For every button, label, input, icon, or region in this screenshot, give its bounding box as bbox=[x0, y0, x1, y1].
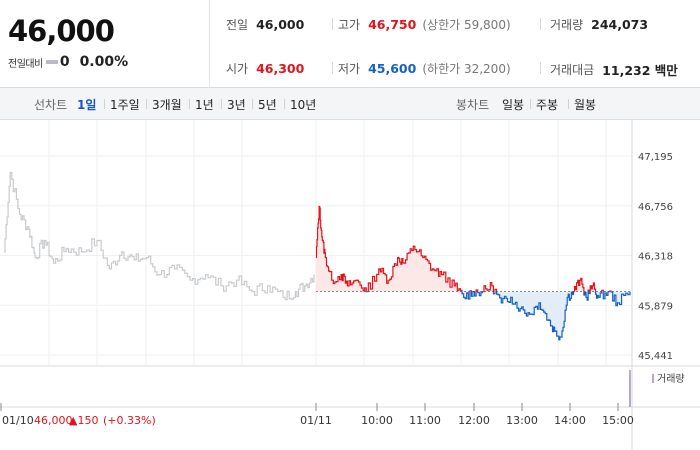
prev-day-line bbox=[4, 171, 315, 301]
tab-period-3[interactable]: 1년 bbox=[195, 98, 214, 112]
today-line-up bbox=[315, 205, 612, 292]
divider bbox=[540, 62, 541, 74]
change-label: 전일대비 bbox=[8, 58, 43, 70]
stat-label: 저가 bbox=[338, 62, 361, 76]
quote-summary-panel: 46,000 전일대비 0 0.00% 전일 46,000 고가 46,750 … bbox=[0, 0, 700, 88]
stat-low: 저가 45,600 (하한가 32,200) bbox=[338, 60, 511, 77]
today-line-down bbox=[365, 291, 631, 341]
stat-value: 45,600 bbox=[368, 61, 417, 76]
flat-change-icon bbox=[45, 60, 58, 64]
y-tick-label: 46,318 bbox=[638, 252, 673, 263]
price-chart[interactable]: 47,195 46,756 46,318 45,879 45,441 거래량 01/11 10… bbox=[0, 120, 700, 450]
price-stats: 전일 46,000 고가 46,750 (상한가 59,800) 거래량 244… bbox=[210, 0, 700, 88]
stat-label: 전일 bbox=[226, 18, 249, 32]
stat-prev-close: 전일 46,000 bbox=[226, 16, 304, 33]
tab-candle-2[interactable]: 월봉 bbox=[574, 98, 597, 112]
candle-chart-label: 봉차트 bbox=[456, 98, 490, 112]
prev-day-change-pct: (+0.33%) bbox=[103, 414, 156, 427]
y-tick-label: 45,879 bbox=[638, 301, 673, 312]
stat-high: 고가 46,750 (상한가 59,800) bbox=[338, 16, 511, 33]
chart-period-tabs: 선차트 봉차트 1일 1주일 3개월 1년 3년 5년 10년 일봉 주봉 월봉 bbox=[0, 88, 700, 120]
tab-divider bbox=[284, 99, 285, 109]
tab-divider bbox=[530, 99, 531, 109]
price-chart-svg: 47,195 46,756 46,318 45,879 45,441 거래량 01/11 10… bbox=[0, 120, 700, 450]
x-tick-label: 01/11 bbox=[300, 414, 332, 427]
tab-period-6[interactable]: 10년 bbox=[290, 98, 317, 112]
change-row: 전일대비 0 0.00% bbox=[8, 54, 128, 70]
current-price-box: 46,000 전일대비 0 0.00% bbox=[0, 0, 210, 88]
x-tick-label: 12:00 bbox=[458, 414, 490, 427]
stat-value: 46,300 bbox=[256, 61, 305, 76]
today-down-area bbox=[316, 291, 630, 340]
upper-limit: (상한가 59,800) bbox=[422, 18, 511, 32]
tab-period-1[interactable]: 1주일 bbox=[110, 98, 140, 112]
divider bbox=[332, 18, 333, 30]
volume-bar bbox=[629, 370, 631, 407]
stat-label: 고가 bbox=[338, 18, 361, 32]
change-value: 0 bbox=[59, 54, 70, 70]
line-chart-label: 선차트 bbox=[34, 98, 68, 112]
lower-limit: (하한가 32,200) bbox=[422, 62, 511, 76]
tab-divider bbox=[104, 99, 105, 109]
tab-divider bbox=[568, 99, 569, 109]
stat-label: 시가 bbox=[226, 62, 249, 76]
tab-divider bbox=[252, 99, 253, 109]
x-tick-label: 11:00 bbox=[409, 414, 441, 427]
y-tick-label: 47,195 bbox=[638, 152, 673, 163]
tab-period-4[interactable]: 3년 bbox=[227, 98, 246, 112]
tab-period-0[interactable]: 1일 bbox=[77, 98, 97, 112]
tab-divider bbox=[221, 99, 222, 109]
tab-period-2[interactable]: 3개월 bbox=[152, 98, 182, 112]
tab-candle-0[interactable]: 일봉 bbox=[502, 98, 525, 112]
prev-day-change: ▲150 bbox=[69, 414, 98, 427]
x-tick-label: 15:00 bbox=[602, 414, 634, 427]
y-tick-label: 45,441 bbox=[638, 351, 673, 362]
today-up-area bbox=[316, 206, 612, 292]
tab-divider bbox=[189, 99, 190, 109]
prev-day-date: 01/10 bbox=[2, 414, 34, 427]
stat-value: 244,073 bbox=[591, 17, 649, 32]
x-tick-label: 10:00 bbox=[361, 414, 393, 427]
stat-label: 거래대금 bbox=[550, 63, 595, 77]
volume-label: 거래량 bbox=[657, 373, 685, 385]
stat-volume: 거래량 244,073 bbox=[550, 16, 648, 33]
tab-candle-1[interactable]: 주봉 bbox=[536, 98, 559, 112]
tab-divider bbox=[146, 99, 147, 109]
y-tick-label: 46,756 bbox=[638, 202, 673, 213]
stat-open: 시가 46,300 bbox=[226, 60, 304, 77]
tab-period-5[interactable]: 5년 bbox=[258, 98, 277, 112]
current-price: 46,000 bbox=[8, 14, 115, 48]
stat-value: 46,750 bbox=[368, 17, 417, 32]
stat-label: 거래량 bbox=[550, 18, 584, 32]
divider bbox=[540, 18, 541, 30]
stat-turnover: 거래대금 11,232 백만 bbox=[550, 60, 678, 79]
x-tick-label: 13:00 bbox=[506, 414, 538, 427]
prev-day-close: 46,000 bbox=[34, 414, 73, 427]
x-tick-label: 14:00 bbox=[554, 414, 586, 427]
stat-value: 46,000 bbox=[256, 17, 305, 32]
volume-legend-swatch bbox=[652, 374, 654, 383]
stat-value: 11,232 백만 bbox=[602, 63, 678, 78]
change-percent: 0.00% bbox=[79, 54, 129, 70]
divider bbox=[332, 62, 333, 74]
